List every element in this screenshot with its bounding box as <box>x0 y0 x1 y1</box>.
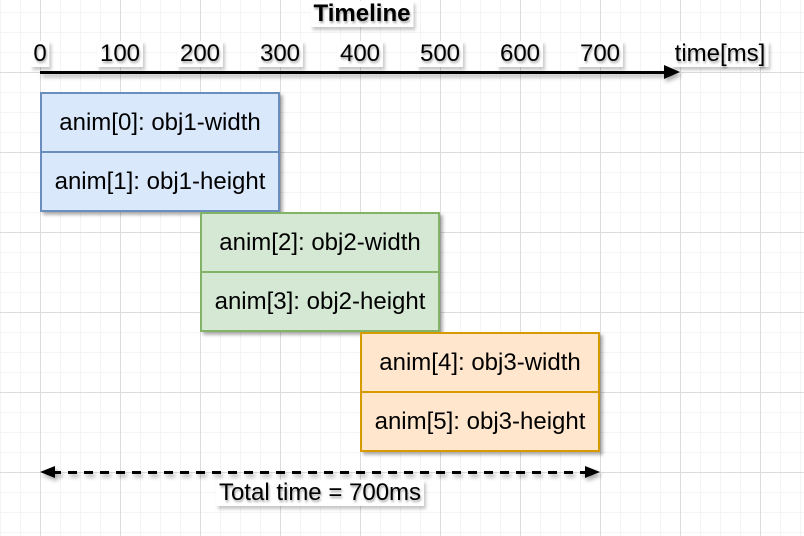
anim-bar-obj2-height: anim[3]: obj2-height <box>200 271 440 332</box>
axis-arrowhead-right-icon <box>664 65 680 79</box>
anim-group-obj2: anim[2]: obj2-width anim[3]: obj2-height <box>200 212 440 332</box>
tick-label-100: 100 <box>96 41 144 67</box>
dashed-line <box>52 471 588 474</box>
anim-bar-obj1-height: anim[1]: obj1-height <box>40 151 280 212</box>
tick-label-600: 600 <box>496 41 544 67</box>
tick-label-300: 300 <box>256 41 304 67</box>
anim-bar-obj1-width: anim[0]: obj1-width <box>40 92 280 153</box>
anim-bar-obj2-width: anim[2]: obj2-width <box>200 212 440 273</box>
tick-label-500: 500 <box>416 41 464 67</box>
axis-line <box>40 71 666 74</box>
tick-label-200: 200 <box>176 41 224 67</box>
tick-label-0: 0 <box>30 41 50 67</box>
arrowhead-left-icon <box>40 466 55 478</box>
anim-group-obj3: anim[4]: obj3-width anim[5]: obj3-height <box>360 332 600 452</box>
tick-label-700: 700 <box>576 41 624 67</box>
tick-label-400: 400 <box>336 41 384 67</box>
total-time-label: Total time = 700ms <box>215 480 425 506</box>
anim-group-obj1: anim[0]: obj1-width anim[1]: obj1-height <box>40 92 280 212</box>
arrowhead-right-icon <box>585 466 600 478</box>
anim-bar-obj3-width: anim[4]: obj3-width <box>360 332 600 393</box>
axis-unit-label: time[ms] <box>671 41 769 67</box>
anim-bar-obj3-height: anim[5]: obj3-height <box>360 391 600 452</box>
diagram-title: Timeline <box>310 1 414 27</box>
